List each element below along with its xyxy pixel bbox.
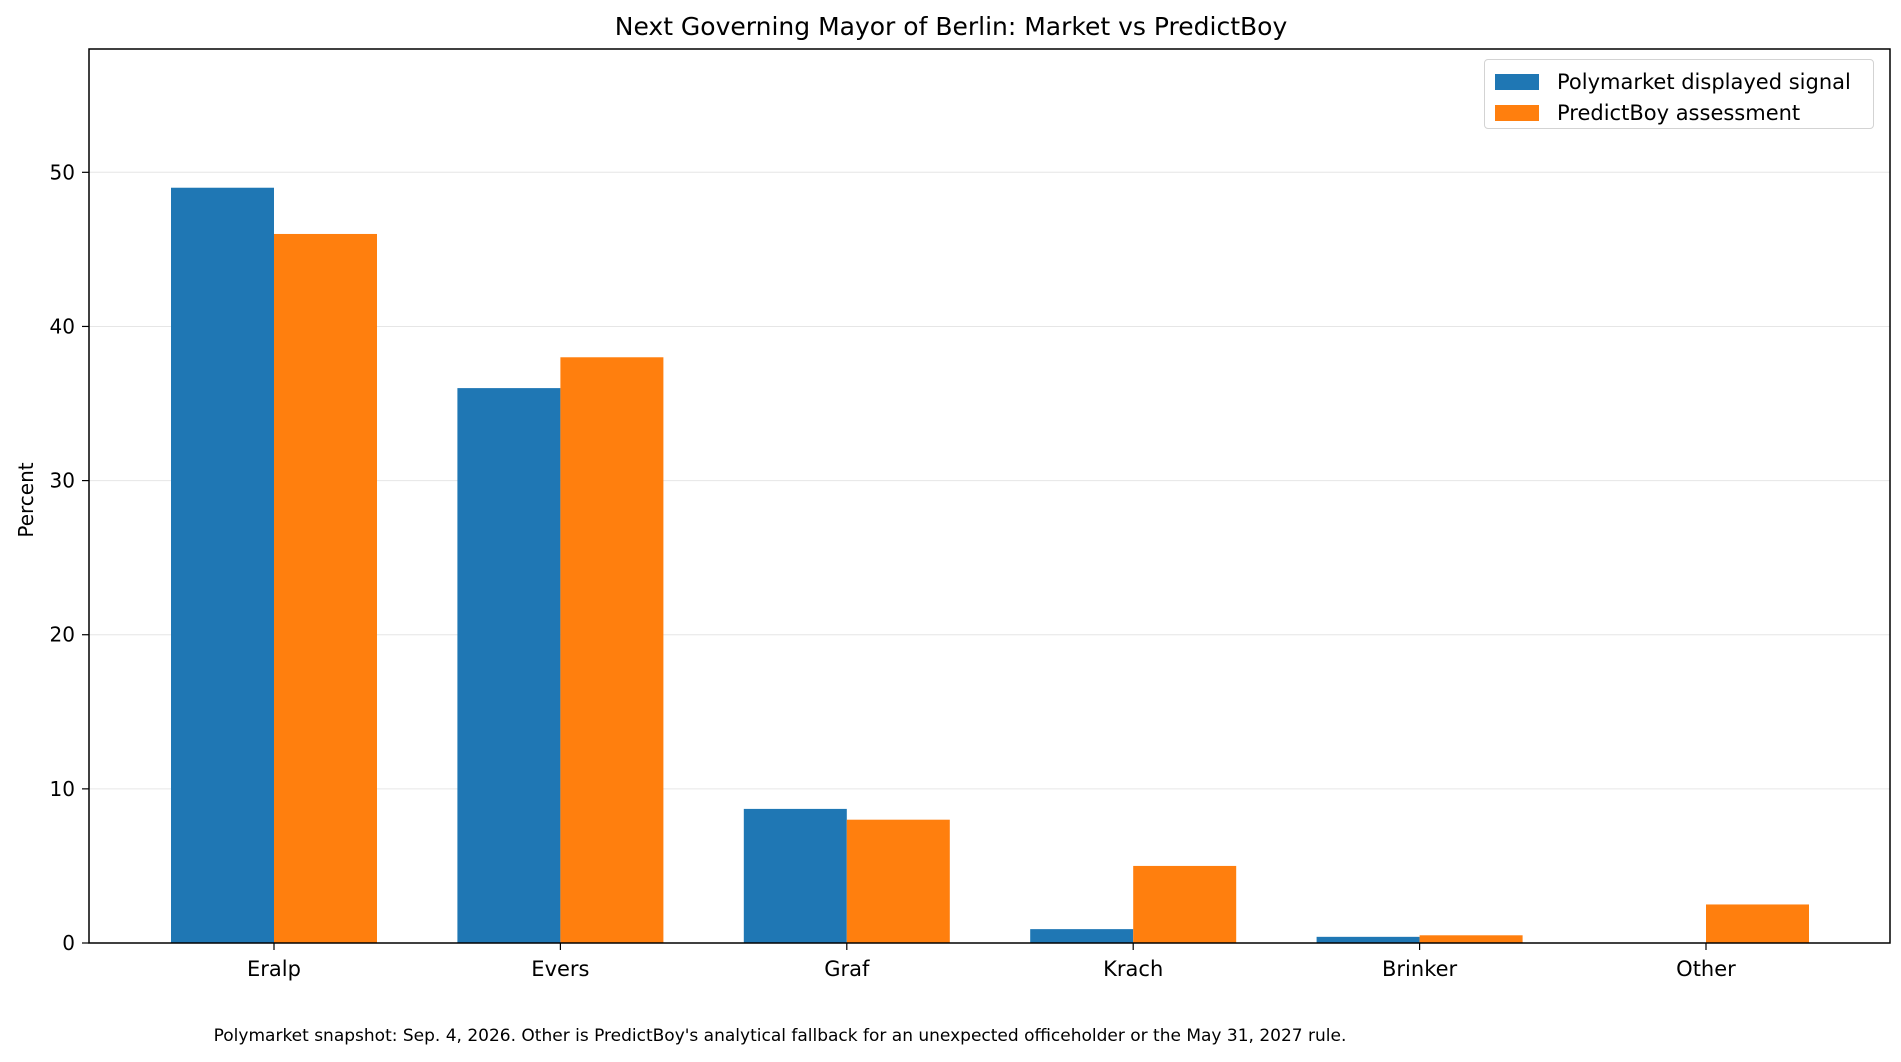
x-tick-label: Krach xyxy=(1103,957,1163,981)
bar-other-series-1 xyxy=(1706,904,1809,943)
y-tick-label: 0 xyxy=(62,931,75,955)
legend-item-predictboy: PredictBoy assessment xyxy=(1495,100,1800,126)
x-tick-label: Graf xyxy=(824,957,870,981)
bars xyxy=(171,187,1809,944)
legend: Polymarket displayed signal PredictBoy a… xyxy=(1484,59,1874,129)
x-tick-label: Eralp xyxy=(247,957,301,981)
bar-graf-series-0 xyxy=(743,808,847,943)
plot-frame xyxy=(88,48,1891,944)
legend-label-polymarket: Polymarket displayed signal xyxy=(1557,70,1851,94)
y-tick-label: 30 xyxy=(50,469,75,493)
footnote: Polymarket snapshot: Sep. 4, 2026. Other… xyxy=(213,1026,1347,1046)
bar-brinker-series-1 xyxy=(1419,935,1523,943)
chart-title: Next Governing Mayor of Berlin: Market v… xyxy=(615,12,1288,41)
legend-label-predictboy: PredictBoy assessment xyxy=(1557,101,1801,125)
y-tick-label: 10 xyxy=(50,777,75,801)
bar-krach-series-1 xyxy=(1133,865,1237,943)
gridlines xyxy=(89,171,1890,790)
legend-swatch-polymarket xyxy=(1495,74,1539,90)
bar-eralp-series-0 xyxy=(171,187,274,944)
bar-brinker-series-0 xyxy=(1316,936,1420,943)
x-tick-label: Evers xyxy=(531,957,589,981)
ticks: 0 10 20 30 40 50 Eralp Evers Graf Krach Brinker Oth… xyxy=(50,160,1737,981)
bar-krach-series-0 xyxy=(1030,929,1134,943)
bar-evers-series-0 xyxy=(457,388,561,943)
y-tick-label: 40 xyxy=(50,314,75,338)
y-axis-label: Percent xyxy=(14,462,38,537)
bar-graf-series-1 xyxy=(846,819,950,943)
legend-swatch-predictboy xyxy=(1495,105,1539,121)
x-tick-label: Brinker xyxy=(1382,957,1458,981)
bar-eralp-series-1 xyxy=(274,233,377,943)
legend-item-polymarket: Polymarket displayed signal xyxy=(1495,69,1851,95)
x-tick-label: Other xyxy=(1676,957,1736,981)
y-tick-label: 20 xyxy=(50,623,75,647)
bar-evers-series-1 xyxy=(560,357,664,943)
y-tick-label: 50 xyxy=(50,160,75,184)
